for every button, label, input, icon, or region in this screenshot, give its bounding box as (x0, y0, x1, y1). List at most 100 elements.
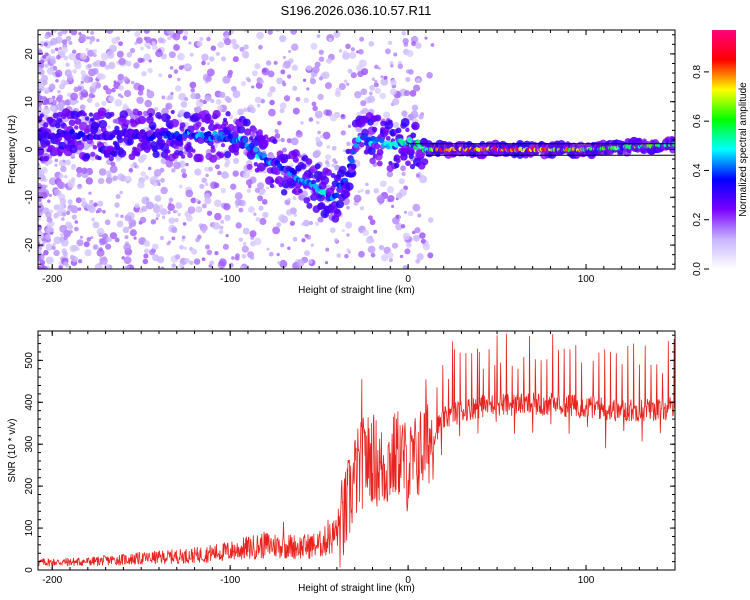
spectrogram-noise-speck (167, 36, 172, 41)
spectrogram-noise-speck (202, 229, 206, 234)
spectrogram-noise-speck (290, 30, 298, 35)
spectrogram-band-cell (325, 168, 332, 176)
snr-y-tick-label: 200 (24, 477, 35, 494)
spectrogram-noise-speck (265, 60, 272, 66)
spectrogram-noise-speck (383, 75, 388, 80)
spectrogram-noise-speck (317, 216, 324, 223)
spectrogram-band-cell (308, 173, 314, 179)
spectrogram-noise-speck (50, 58, 57, 65)
spectrogram-noise-speck (278, 214, 287, 222)
spectrogram-noise-speck (204, 244, 210, 250)
spectrogram-noise-speck (44, 63, 49, 68)
spectrogram-noise-speck (240, 81, 247, 87)
spectrogram-noise-speck (400, 165, 406, 172)
spectrogram-noise-speck (98, 168, 107, 176)
spectrogram-noise-speck (109, 44, 117, 53)
spectrogram-noise-speck (46, 216, 53, 223)
spectrogram-noise-speck (362, 229, 369, 237)
spectrogram-noise-speck (419, 232, 426, 239)
spectrogram-band-cell (97, 107, 107, 117)
spectrogram-noise-speck (409, 90, 417, 97)
spectrogram-noise-speck (219, 225, 224, 230)
spectrogram-noise-speck (280, 137, 285, 143)
spectrogram-noise-speck (201, 53, 209, 62)
spectrogram-noise-speck (79, 235, 84, 239)
spectrogram-noise-speck (152, 203, 159, 210)
spectrogram-noise-speck (76, 166, 83, 174)
spectrogram-noise-speck (78, 34, 87, 42)
spectrogram-noise-speck (308, 220, 314, 226)
spectrogram-noise-speck (178, 184, 183, 189)
snr-y-tick-label: 100 (24, 519, 35, 536)
spectrogram-noise-speck (153, 168, 162, 177)
spectrogram-noise-speck (368, 215, 373, 221)
spectrogram-noise-speck (173, 44, 180, 51)
spectrogram-noise-speck (53, 236, 62, 245)
spectrogram-band-cell (292, 156, 299, 163)
spectrogram-noise-speck (195, 206, 203, 213)
spectrogram-noise-speck (386, 170, 394, 178)
spectrogram-noise-speck (222, 243, 229, 250)
spectrogram-noise-speck (414, 227, 421, 234)
spectrogram-noise-speck (96, 248, 105, 257)
spectrogram-noise-speck (380, 75, 384, 79)
spectrogram-noise-speck (306, 64, 312, 71)
spectrogram-noise-speck (180, 168, 187, 174)
spectrogram-noise-speck (290, 43, 299, 51)
spectrogram-noise-speck (83, 241, 90, 248)
spectrogram-noise-speck (54, 163, 58, 167)
spectrogram-noise-speck (59, 224, 68, 233)
spectrogram-noise-speck (241, 245, 249, 253)
spectrogram-band-cell (239, 142, 246, 149)
spectrogram-noise-speck (343, 50, 348, 55)
spectrogram-band-cell (220, 143, 226, 148)
spectrogram-noise-speck (416, 173, 420, 178)
spectrogram-noise-speck (68, 53, 76, 61)
spectrogram-noise-speck (137, 57, 144, 64)
spectrogram-noise-speck (420, 238, 426, 244)
spectrogram-noise-speck (277, 120, 282, 126)
spectrogram-noise-speck (134, 41, 138, 45)
spectrogram-noise-speck (44, 234, 51, 240)
spectrogram-noise-speck (157, 48, 162, 53)
spectrogram-noise-speck (96, 38, 100, 43)
spectrogram-noise-speck (213, 182, 220, 189)
spectrogram-noise-speck (50, 33, 54, 37)
spectrogram-band-cell (38, 146, 45, 156)
spectrogram-noise-speck (50, 49, 56, 54)
spectrogram-noise-speck (416, 78, 421, 83)
spectrogram-noise-speck (167, 94, 174, 101)
spectrogram-band-cell (45, 140, 51, 146)
spectrogram-noise-speck (99, 73, 106, 80)
spectrogram-noise-speck (204, 197, 212, 205)
spectrogram-noise-speck (411, 104, 419, 112)
spectrogram-noise-speck (204, 94, 212, 102)
spectrogram-noise-speck (223, 38, 232, 46)
snr-x-tick-label: 100 (578, 575, 595, 586)
spectrogram-band-cell (323, 212, 328, 217)
spectrogram-noise-speck (86, 36, 90, 40)
spectrogram-band-cell (260, 139, 269, 148)
spectrogram-noise-speck (311, 101, 317, 107)
spectrogram-noise-speck (254, 187, 260, 193)
spectrogram-noise-speck (424, 36, 428, 40)
spectrogram-noise-speck (107, 125, 111, 129)
spectrogram-noise-speck (160, 178, 165, 183)
spectrogram-band-cell (305, 158, 313, 165)
spectrogram-noise-speck (390, 79, 397, 86)
spectrogram-noise-speck (280, 69, 286, 75)
spectrogram-noise-speck (380, 77, 389, 86)
spectrogram-band-cell (68, 119, 76, 127)
spectrogram-band-cell (367, 146, 376, 156)
spectrogram-noise-speck (259, 217, 267, 226)
spectrogram-noise-speck (276, 222, 282, 228)
spectrogram-band-cell (183, 111, 191, 119)
spectrogram-noise-speck (365, 236, 374, 244)
spectrogram-noise-speck (70, 92, 79, 101)
spectrogram-noise-speck (45, 227, 52, 234)
spectrogram-noise-speck (257, 195, 264, 202)
spectrogram-noise-speck (53, 249, 60, 257)
spectrogram-noise-speck (370, 252, 376, 258)
spectrogram-band-cell (361, 128, 370, 137)
